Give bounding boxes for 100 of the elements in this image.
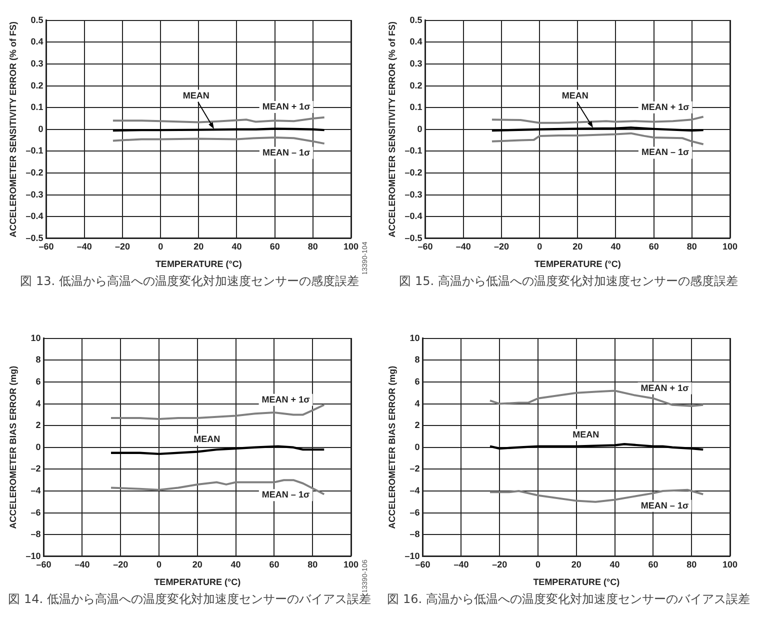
y-tick-label: 6 bbox=[36, 376, 41, 386]
y-tick-label: 0.1 bbox=[410, 102, 422, 112]
series-label: MEAN bbox=[572, 430, 600, 440]
series-label: MEAN + 1σ bbox=[641, 102, 690, 112]
y-tick-label: 10 bbox=[410, 332, 420, 343]
text: 図 14. 低温から高温への温度変化対加速度センサーのバイアス誤差 bbox=[7, 592, 372, 607]
x-tick-label: 80 bbox=[308, 559, 318, 570]
y-axis-title: ACCELEROMETER BIAS ERROR (mg) bbox=[386, 366, 397, 529]
y-tick-label: 2 bbox=[414, 420, 420, 430]
y-tick-label: –10 bbox=[26, 550, 41, 561]
y-tick-label: –8 bbox=[30, 529, 41, 540]
y-tick-label: 0.4 bbox=[30, 36, 44, 47]
x-tick-label: 80 bbox=[686, 559, 697, 570]
y-tick-label: –0.5 bbox=[26, 232, 44, 243]
x-tick-label: 40 bbox=[232, 241, 242, 252]
y-axis-title: ACCELEROMETER SENSITIVITY ERROR (% of FS) bbox=[386, 21, 397, 238]
y-tick-label: 4 bbox=[414, 398, 420, 408]
x-tick-label: 60 bbox=[648, 241, 659, 252]
x-tick-label: 40 bbox=[610, 241, 621, 252]
y-axis-title: ACCELEROMETER SENSITIVITY ERROR (% of FS) bbox=[8, 21, 18, 238]
y-tick-label: –2 bbox=[410, 464, 420, 474]
y-tick-label: 10 bbox=[30, 332, 41, 343]
y-tick-label: –0.1 bbox=[26, 146, 44, 156]
x-tick-label: –20 bbox=[494, 241, 510, 252]
series-label: MEAN bbox=[194, 434, 220, 444]
x-tick-label: –20 bbox=[492, 559, 508, 570]
y-tick-label: –4 bbox=[30, 485, 41, 496]
y-tick-label: 0 bbox=[414, 442, 420, 452]
y-axis-title: ACCELEROMETER BIAS ERROR (mg) bbox=[8, 366, 18, 529]
series-label: MEAN – 1σ bbox=[262, 490, 310, 500]
x-tick-label: –40 bbox=[76, 241, 92, 252]
x-tick-label: 80 bbox=[308, 241, 318, 252]
series-label: MEAN + 1σ bbox=[262, 101, 310, 112]
series-label: MEAN – 1σ bbox=[262, 147, 310, 158]
y-tick-label: –10 bbox=[404, 550, 420, 561]
series-label: MEAN – 1σ bbox=[640, 500, 689, 510]
y-tick-label: –0.4 bbox=[404, 211, 422, 222]
x-axis-title: TEMPERATURE (°C) bbox=[534, 259, 621, 270]
x-tick-label: 20 bbox=[194, 241, 204, 252]
y-tick-label: –0.3 bbox=[26, 189, 44, 200]
y-tick-label: –0.2 bbox=[26, 167, 44, 178]
x-tick-label: 20 bbox=[572, 241, 583, 252]
x-tick-label: 0 bbox=[537, 241, 542, 252]
y-tick-label: 0.2 bbox=[410, 80, 422, 90]
text: 図 15. 高温から低温への温度変化対加速度センサーの感度誤差 bbox=[398, 274, 739, 289]
x-tick-label: 60 bbox=[270, 241, 280, 252]
y-tick-label: 4 bbox=[36, 398, 41, 408]
y-tick-label: 0 bbox=[38, 124, 44, 134]
x-tick-label: 100 bbox=[722, 241, 738, 252]
x-tick-label: 40 bbox=[610, 559, 620, 570]
y-tick-label: –0.4 bbox=[26, 211, 44, 222]
text: MEAN bbox=[562, 90, 588, 100]
y-tick-label: –6 bbox=[30, 507, 41, 518]
y-tick-label: –8 bbox=[410, 529, 420, 540]
x-tick-label: 20 bbox=[192, 559, 202, 570]
y-tick-label: –4 bbox=[410, 485, 420, 496]
x-tick-label: 100 bbox=[722, 559, 738, 570]
y-tick-label: 0.4 bbox=[410, 36, 422, 47]
x-axis-title: TEMPERATURE (°C) bbox=[154, 577, 241, 588]
y-tick-label: 0.3 bbox=[410, 58, 422, 68]
text: 図 16. 高温から低温への温度変化対加速度センサーのバイアス誤差 bbox=[386, 592, 751, 607]
x-tick-label: 20 bbox=[571, 559, 582, 570]
y-tick-label: –0.2 bbox=[404, 167, 422, 178]
x-tick-label: –40 bbox=[456, 241, 471, 252]
x-tick-label: 80 bbox=[686, 241, 697, 252]
x-tick-label: 0 bbox=[156, 559, 162, 570]
x-tick-label: 100 bbox=[343, 241, 359, 252]
y-tick-label: 0 bbox=[36, 442, 41, 452]
y-tick-label: 6 bbox=[414, 376, 420, 386]
x-tick-label: 40 bbox=[230, 559, 241, 570]
series-label: MEAN + 1σ bbox=[262, 394, 310, 404]
x-tick-label: 0 bbox=[158, 241, 164, 252]
x-axis-title: TEMPERATURE (°C) bbox=[155, 259, 242, 270]
x-axis-title: TEMPERATURE (°C) bbox=[533, 577, 620, 588]
y-tick-label: 2 bbox=[36, 420, 41, 430]
x-tick-label: –60 bbox=[36, 559, 52, 570]
series-label: MEAN + 1σ bbox=[640, 382, 689, 393]
x-tick-label: –40 bbox=[454, 559, 469, 570]
y-tick-label: 0.2 bbox=[30, 80, 44, 90]
series-label: MEAN – 1σ bbox=[641, 147, 690, 158]
y-tick-label: 8 bbox=[36, 354, 41, 365]
x-tick-label: –40 bbox=[74, 559, 90, 570]
x-tick-label: 100 bbox=[343, 559, 359, 570]
y-tick-label: –6 bbox=[410, 507, 420, 518]
y-tick-label: 8 bbox=[414, 354, 420, 365]
text: 図 13. 低温から高温への温度変化対加速度センサーの感度誤差 bbox=[19, 274, 360, 289]
y-tick-label: 0.5 bbox=[410, 14, 422, 25]
x-tick-label: –20 bbox=[114, 241, 130, 252]
y-tick-label: 0.5 bbox=[30, 14, 44, 25]
y-tick-label: –0.5 bbox=[404, 232, 422, 243]
y-tick-label: –0.3 bbox=[404, 189, 422, 200]
x-tick-label: 60 bbox=[269, 559, 280, 570]
x-tick-label: 0 bbox=[536, 559, 541, 570]
y-tick-label: 0.3 bbox=[30, 58, 44, 68]
x-tick-label: –60 bbox=[415, 559, 430, 570]
text: MEAN bbox=[182, 90, 210, 100]
x-tick-label: 60 bbox=[648, 559, 658, 570]
x-tick-label: –60 bbox=[418, 241, 433, 252]
x-tick-label: –60 bbox=[38, 241, 54, 252]
x-tick-label: –20 bbox=[113, 559, 128, 570]
